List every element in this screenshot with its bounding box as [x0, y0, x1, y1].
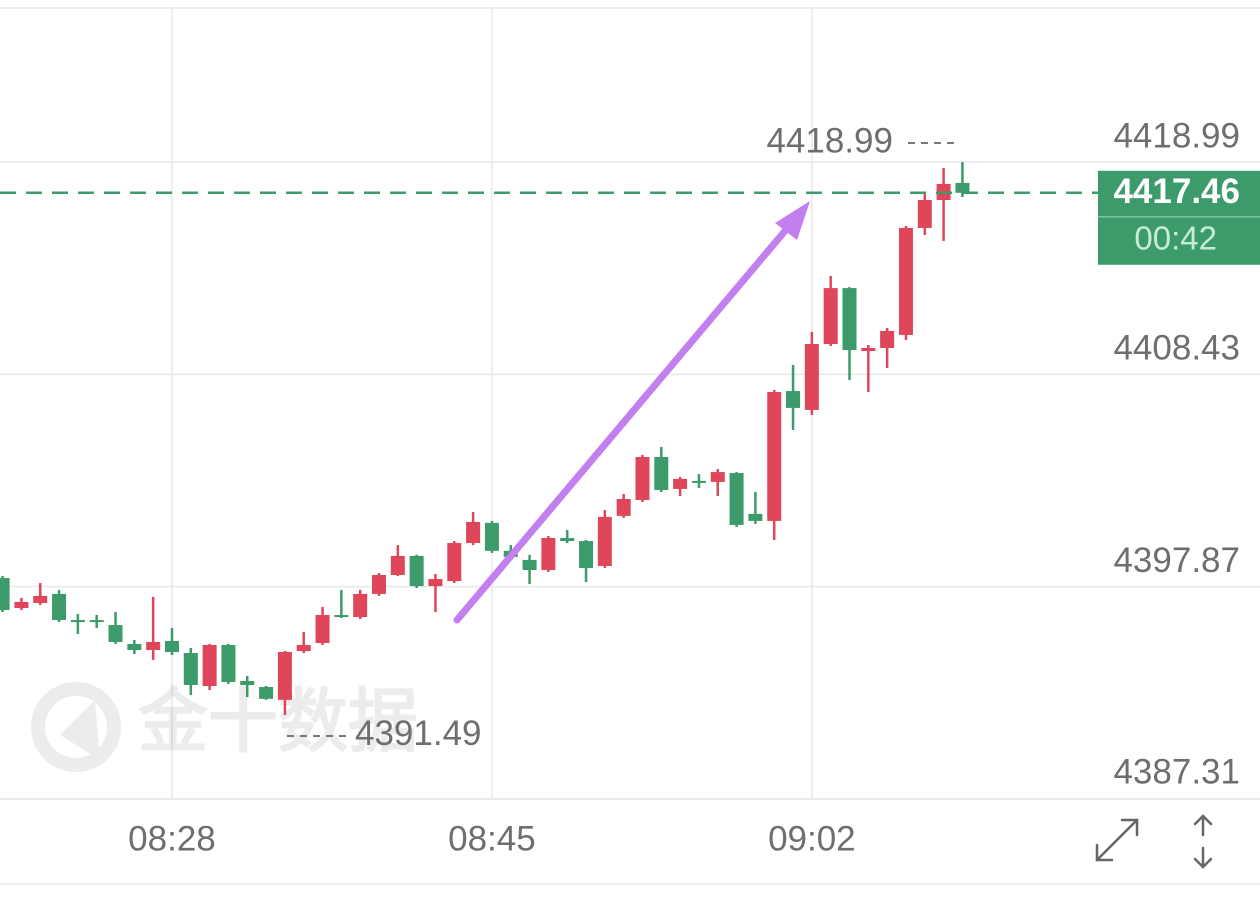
high-marker-label: 4418.99 — [766, 121, 893, 160]
candle-body — [691, 480, 706, 483]
candle-body — [880, 330, 895, 349]
grid — [0, 8, 1260, 800]
candle-body — [786, 391, 801, 408]
candle-body — [334, 615, 349, 618]
candle-body — [296, 644, 311, 652]
overlay: 4387.31 4397.87 4408.43 4418.99 08:28 08:45 09… — [0, 116, 1260, 858]
candle-body — [842, 288, 857, 351]
candle-body — [183, 653, 198, 685]
candle-body — [428, 579, 443, 587]
candle-body — [409, 555, 424, 587]
y-tick-label: 4387.31 — [1113, 752, 1240, 791]
candle-body — [616, 499, 631, 516]
expand-button[interactable] — [1095, 818, 1139, 862]
candle-body — [955, 182, 970, 193]
candle-body — [710, 472, 725, 482]
candle-body — [0, 578, 10, 610]
candle-body — [748, 513, 763, 521]
candle-body — [597, 516, 612, 566]
candle-body — [315, 615, 330, 643]
candle-body — [70, 620, 85, 623]
last-price-box — [1098, 170, 1260, 265]
y-tick-label: 4397.87 — [1113, 541, 1240, 580]
candle-body — [33, 595, 48, 603]
watermark-logo — [31, 682, 121, 772]
candle-body — [767, 392, 782, 521]
candle-body — [522, 559, 537, 570]
candle-body — [861, 348, 876, 352]
vertical-scale-button[interactable] — [1193, 814, 1213, 869]
candle-body — [673, 478, 688, 489]
candle-body — [560, 538, 575, 542]
candle-body — [127, 643, 142, 651]
x-tick-label: 08:45 — [448, 819, 536, 858]
candle-body — [14, 601, 29, 608]
candle-body — [541, 538, 556, 570]
candle-body — [635, 456, 650, 501]
candle-body — [164, 640, 179, 653]
low-marker-label: 4391.49 — [355, 714, 482, 753]
candle-body — [579, 541, 594, 568]
candle-body — [804, 343, 819, 410]
candle-body — [898, 227, 913, 335]
candle-body — [729, 473, 744, 525]
candles — [0, 162, 970, 715]
candle-body — [221, 644, 236, 682]
candle-body — [146, 641, 161, 651]
candle-body — [353, 593, 368, 618]
candle-body — [108, 625, 123, 642]
candle-body — [89, 620, 104, 623]
candle-body — [390, 555, 405, 576]
watermark: 金十数据 — [137, 682, 418, 760]
candle-body — [259, 687, 274, 699]
candle-body — [654, 456, 669, 490]
candle-body — [372, 575, 386, 594]
candle-body — [447, 543, 462, 582]
trend-arrow — [453, 201, 810, 624]
candle-body — [202, 644, 217, 686]
last-price-label: 4417.46 — [1113, 172, 1240, 211]
candle-body — [466, 521, 481, 544]
x-tick-label: 09:02 — [768, 819, 856, 858]
candle-body — [484, 522, 499, 551]
y-tick-label: 4408.43 — [1113, 329, 1240, 368]
candle-body — [823, 288, 838, 344]
candle-body — [277, 652, 292, 700]
candle-body — [917, 200, 932, 228]
candle-body — [240, 680, 255, 685]
x-tick-label: 08:28 — [128, 819, 216, 858]
candle-body — [52, 593, 67, 621]
y-tick-label: 4418.99 — [1113, 116, 1240, 155]
countdown: 00:42 — [1134, 219, 1217, 256]
